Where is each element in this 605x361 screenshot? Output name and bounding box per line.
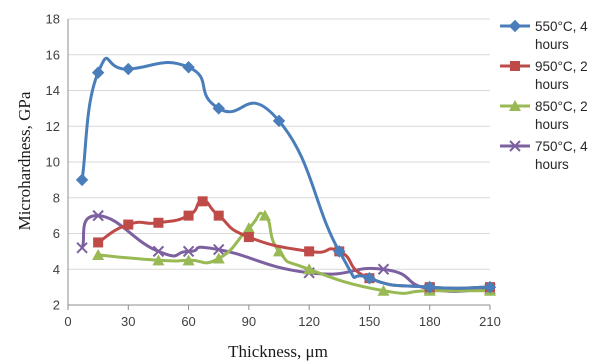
x-tick-label: 60: [181, 314, 195, 329]
legend-label: 950°C, 2: [535, 59, 588, 74]
series-2: [93, 196, 495, 293]
data-point: [183, 210, 194, 221]
marker-stroke: [152, 245, 165, 258]
data-point: [92, 209, 104, 222]
y-tick-label: 4: [53, 262, 60, 277]
marker-stroke: [509, 140, 521, 152]
marker-stroke: [76, 242, 88, 254]
legend-label: 750°C, 4: [535, 139, 588, 154]
data-point: [152, 254, 165, 266]
legend-label: hours: [535, 77, 569, 92]
series-line: [80, 214, 492, 293]
data-point: [273, 245, 285, 257]
legend-marker: [509, 140, 521, 152]
y-tick-label: 12: [46, 119, 60, 134]
marker-stroke: [182, 245, 195, 258]
series-line: [96, 199, 492, 290]
y-tick-label: 14: [46, 83, 60, 98]
y-axis-title: Microhardness, GPa: [15, 91, 34, 230]
x-axis-title: Thickness, μm: [228, 342, 328, 361]
y-tick-label: 2: [53, 298, 60, 313]
x-tick-label: 150: [359, 314, 381, 329]
data-point: [242, 222, 255, 234]
data-point: [152, 245, 165, 258]
data-point: [182, 61, 195, 74]
data-point: [363, 271, 376, 285]
data-point: [377, 284, 390, 296]
data-point: [303, 263, 316, 275]
data-point: [182, 245, 195, 258]
x-tick-label: 120: [298, 314, 320, 329]
gridlines: [68, 18, 490, 270]
plot-area: [75, 56, 497, 296]
legend-entry: 850°C, 2 hours: [500, 99, 588, 132]
y-tick-label: 8: [53, 190, 60, 205]
x-tick-label: 30: [121, 314, 135, 329]
legend-label: hours: [535, 117, 569, 132]
series-line: [80, 56, 492, 290]
data-point: [197, 196, 208, 207]
legend-marker: [508, 19, 522, 33]
data-point: [377, 263, 390, 275]
x-tick-label: 210: [479, 314, 501, 329]
data-point: [123, 219, 134, 230]
legend-marker: [509, 100, 521, 111]
legend-label: 850°C, 2: [535, 99, 588, 114]
data-point: [213, 210, 224, 221]
data-point: [333, 245, 346, 258]
legend-marker: [510, 61, 520, 71]
axes: [67, 19, 491, 310]
y-tick-label: 16: [46, 47, 60, 62]
marker-stroke: [92, 209, 104, 222]
legend-label: 550°C, 4: [535, 19, 588, 34]
y-tick-label: 10: [46, 155, 60, 170]
data-point: [76, 242, 88, 254]
legend-label: hours: [535, 37, 569, 52]
data-point: [304, 246, 315, 257]
series-1: [75, 56, 497, 294]
y-tick-label: 18: [46, 12, 60, 27]
data-point: [243, 232, 254, 243]
x-tick-label: 0: [64, 314, 71, 329]
x-tick-label: 180: [419, 314, 441, 329]
y-tick-label: 6: [53, 226, 60, 241]
data-point: [75, 173, 89, 187]
data-point: [423, 280, 436, 294]
data-point: [258, 209, 271, 221]
data-point: [182, 254, 195, 266]
marker-stroke: [377, 263, 390, 275]
series-3: [92, 209, 496, 296]
data-point: [213, 243, 225, 256]
data-point: [212, 102, 225, 115]
data-point: [93, 237, 104, 248]
marker-stroke: [213, 243, 225, 256]
legend-label: hours: [535, 157, 569, 172]
data-point: [272, 114, 286, 128]
data-point: [212, 252, 225, 264]
data-point: [122, 62, 135, 76]
x-tick-label: 90: [242, 314, 256, 329]
legend-entry: 750°C, 4 hours: [500, 139, 588, 172]
data-point: [153, 217, 164, 228]
data-point: [483, 280, 497, 294]
data-point: [92, 248, 105, 260]
legend-entry: 550°C, 4 hours: [500, 19, 588, 52]
legend-entry: 950°C, 2 hours: [500, 59, 588, 92]
data-point: [91, 66, 105, 79]
